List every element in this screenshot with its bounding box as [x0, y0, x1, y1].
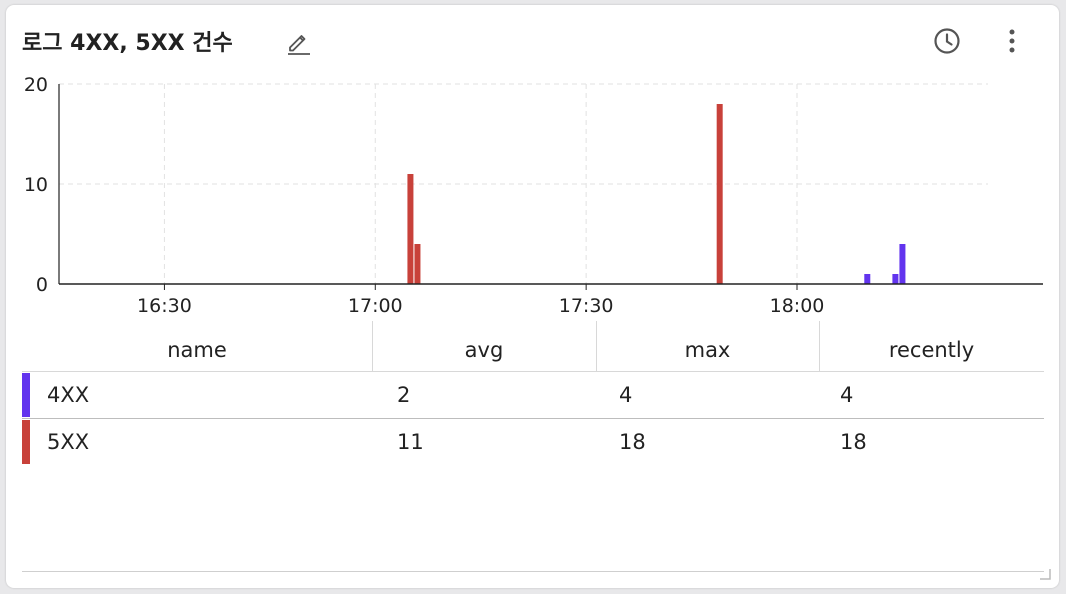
cell-max: 4	[619, 383, 633, 407]
y-tick-label: 20	[24, 74, 48, 96]
widget-card: 로그 4XX, 5XX 건수 0 10 20 16:30 17:00 17:30 18:00…	[6, 5, 1059, 588]
edit-title-button[interactable]	[283, 27, 313, 57]
x-tick-label: 18:00	[770, 295, 825, 317]
legend-table: name avg max recently 4XX 2 4 4 5XX 11 1…	[22, 321, 1044, 465]
bar-4XX	[892, 274, 899, 284]
cell-name: 4XX	[47, 383, 90, 407]
column-header-avg[interactable]: avg	[372, 321, 596, 371]
cell-recently: 4	[840, 383, 854, 407]
x-tick-label: 17:30	[559, 295, 614, 317]
cell-name: 5XX	[47, 430, 90, 454]
table-row[interactable]: 5XX 11 18 18	[22, 419, 1044, 465]
column-header-recently[interactable]: recently	[819, 321, 1044, 371]
cell-avg: 11	[397, 430, 424, 454]
series-color-swatch	[22, 420, 30, 464]
bar-5XX	[414, 244, 421, 284]
cell-avg: 2	[397, 383, 411, 407]
x-tick-label: 17:00	[348, 295, 403, 317]
more-options-button[interactable]	[998, 26, 1026, 56]
y-tick-label: 0	[36, 274, 48, 296]
table-row[interactable]: 4XX 2 4 4	[22, 372, 1044, 419]
y-tick-label: 10	[24, 174, 48, 196]
table-header: name avg max recently	[22, 321, 1044, 372]
bar-5XX	[407, 174, 414, 284]
x-tick-label: 16:30	[137, 295, 192, 317]
bar-5XX	[716, 104, 723, 284]
column-header-name[interactable]: name	[167, 338, 227, 362]
bar-4XX	[864, 274, 871, 284]
footer-divider	[22, 571, 1044, 572]
bar-chart: 0 10 20 16:30 17:00 17:30 18:00	[24, 74, 1043, 317]
more-vertical-icon	[1009, 29, 1015, 53]
cell-recently: 18	[840, 430, 867, 454]
clock-icon	[934, 28, 960, 54]
history-button[interactable]	[932, 26, 962, 56]
pencil-edit-icon	[288, 35, 310, 55]
cell-max: 18	[619, 430, 646, 454]
bar-4XX	[899, 244, 906, 284]
widget-title: 로그 4XX, 5XX 건수	[22, 31, 233, 56]
series-color-swatch	[22, 373, 30, 417]
column-header-max[interactable]: max	[596, 321, 819, 371]
resize-handle-icon[interactable]	[1039, 568, 1051, 580]
